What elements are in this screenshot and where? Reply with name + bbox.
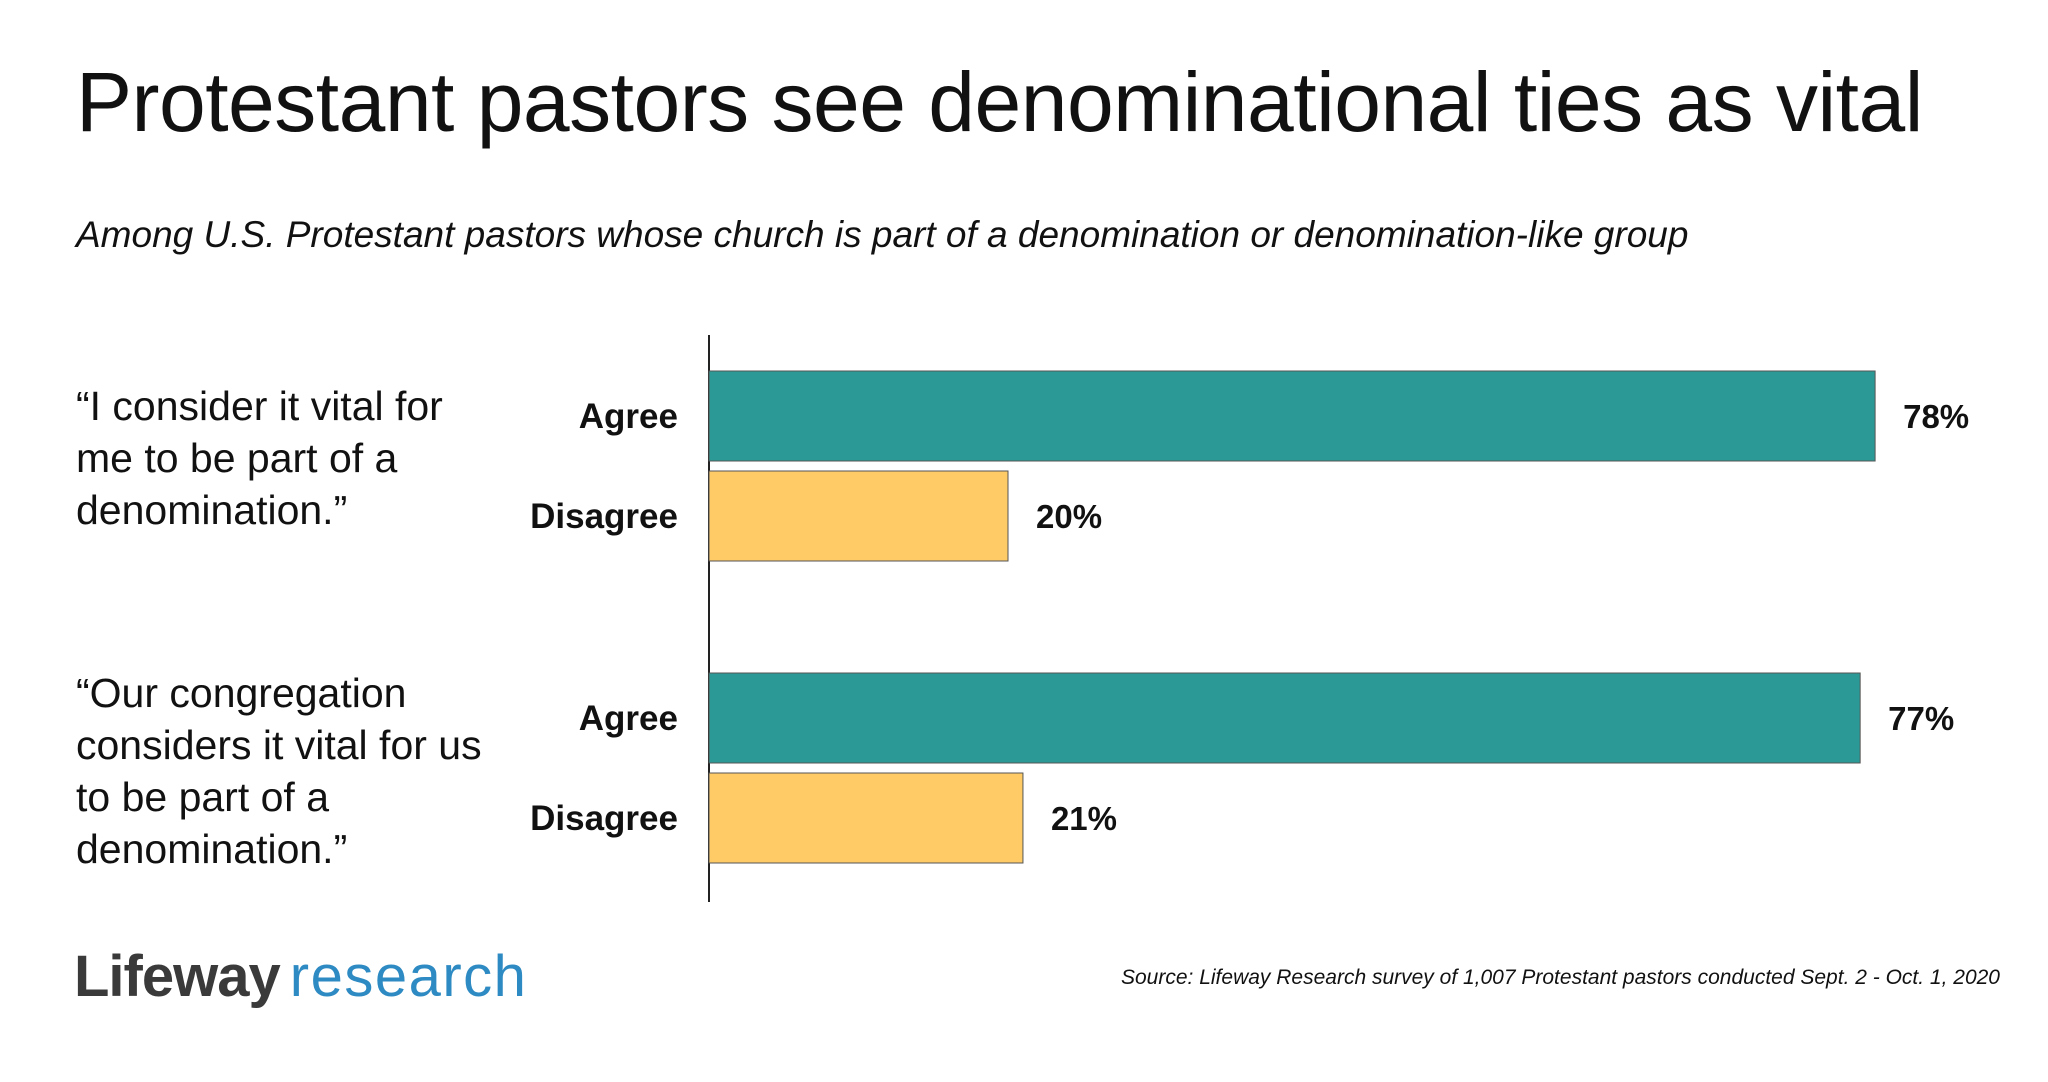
lifeway-research-logo: Lifeway research — [74, 948, 527, 1006]
category-label-agree-group-2: Agree — [579, 699, 678, 738]
bar-disagree-group-2 — [708, 772, 1024, 864]
statement-1: “I consider it vital for me to be part o… — [76, 383, 443, 533]
statement-2: “Our congregation considers it vital for… — [76, 670, 482, 872]
logo-word-research: research — [289, 944, 528, 1009]
bar-disagree-group-1 — [708, 470, 1009, 562]
logo-word-lifeway: Lifeway — [74, 944, 281, 1009]
data-label-agree-group-2: 77% — [1888, 700, 1954, 737]
category-label-disagree-group-1: Disagree — [530, 497, 678, 536]
source-note: Source: Lifeway Research survey of 1,007… — [1121, 966, 2000, 989]
data-label-disagree-group-1: 20% — [1036, 498, 1102, 535]
bar-agree-group-1 — [708, 370, 1876, 462]
data-label-agree-group-1: 78% — [1903, 398, 1969, 435]
category-label-disagree-group-2: Disagree — [530, 799, 678, 838]
category-label-agree-group-1: Agree — [579, 397, 678, 436]
data-label-disagree-group-2: 21% — [1051, 800, 1117, 837]
bar-agree-group-2 — [708, 672, 1861, 764]
chart-subtitle: Among U.S. Protestant pastors whose chur… — [76, 214, 1689, 255]
chart-title: Protestant pastors see denominational ti… — [76, 55, 1923, 149]
